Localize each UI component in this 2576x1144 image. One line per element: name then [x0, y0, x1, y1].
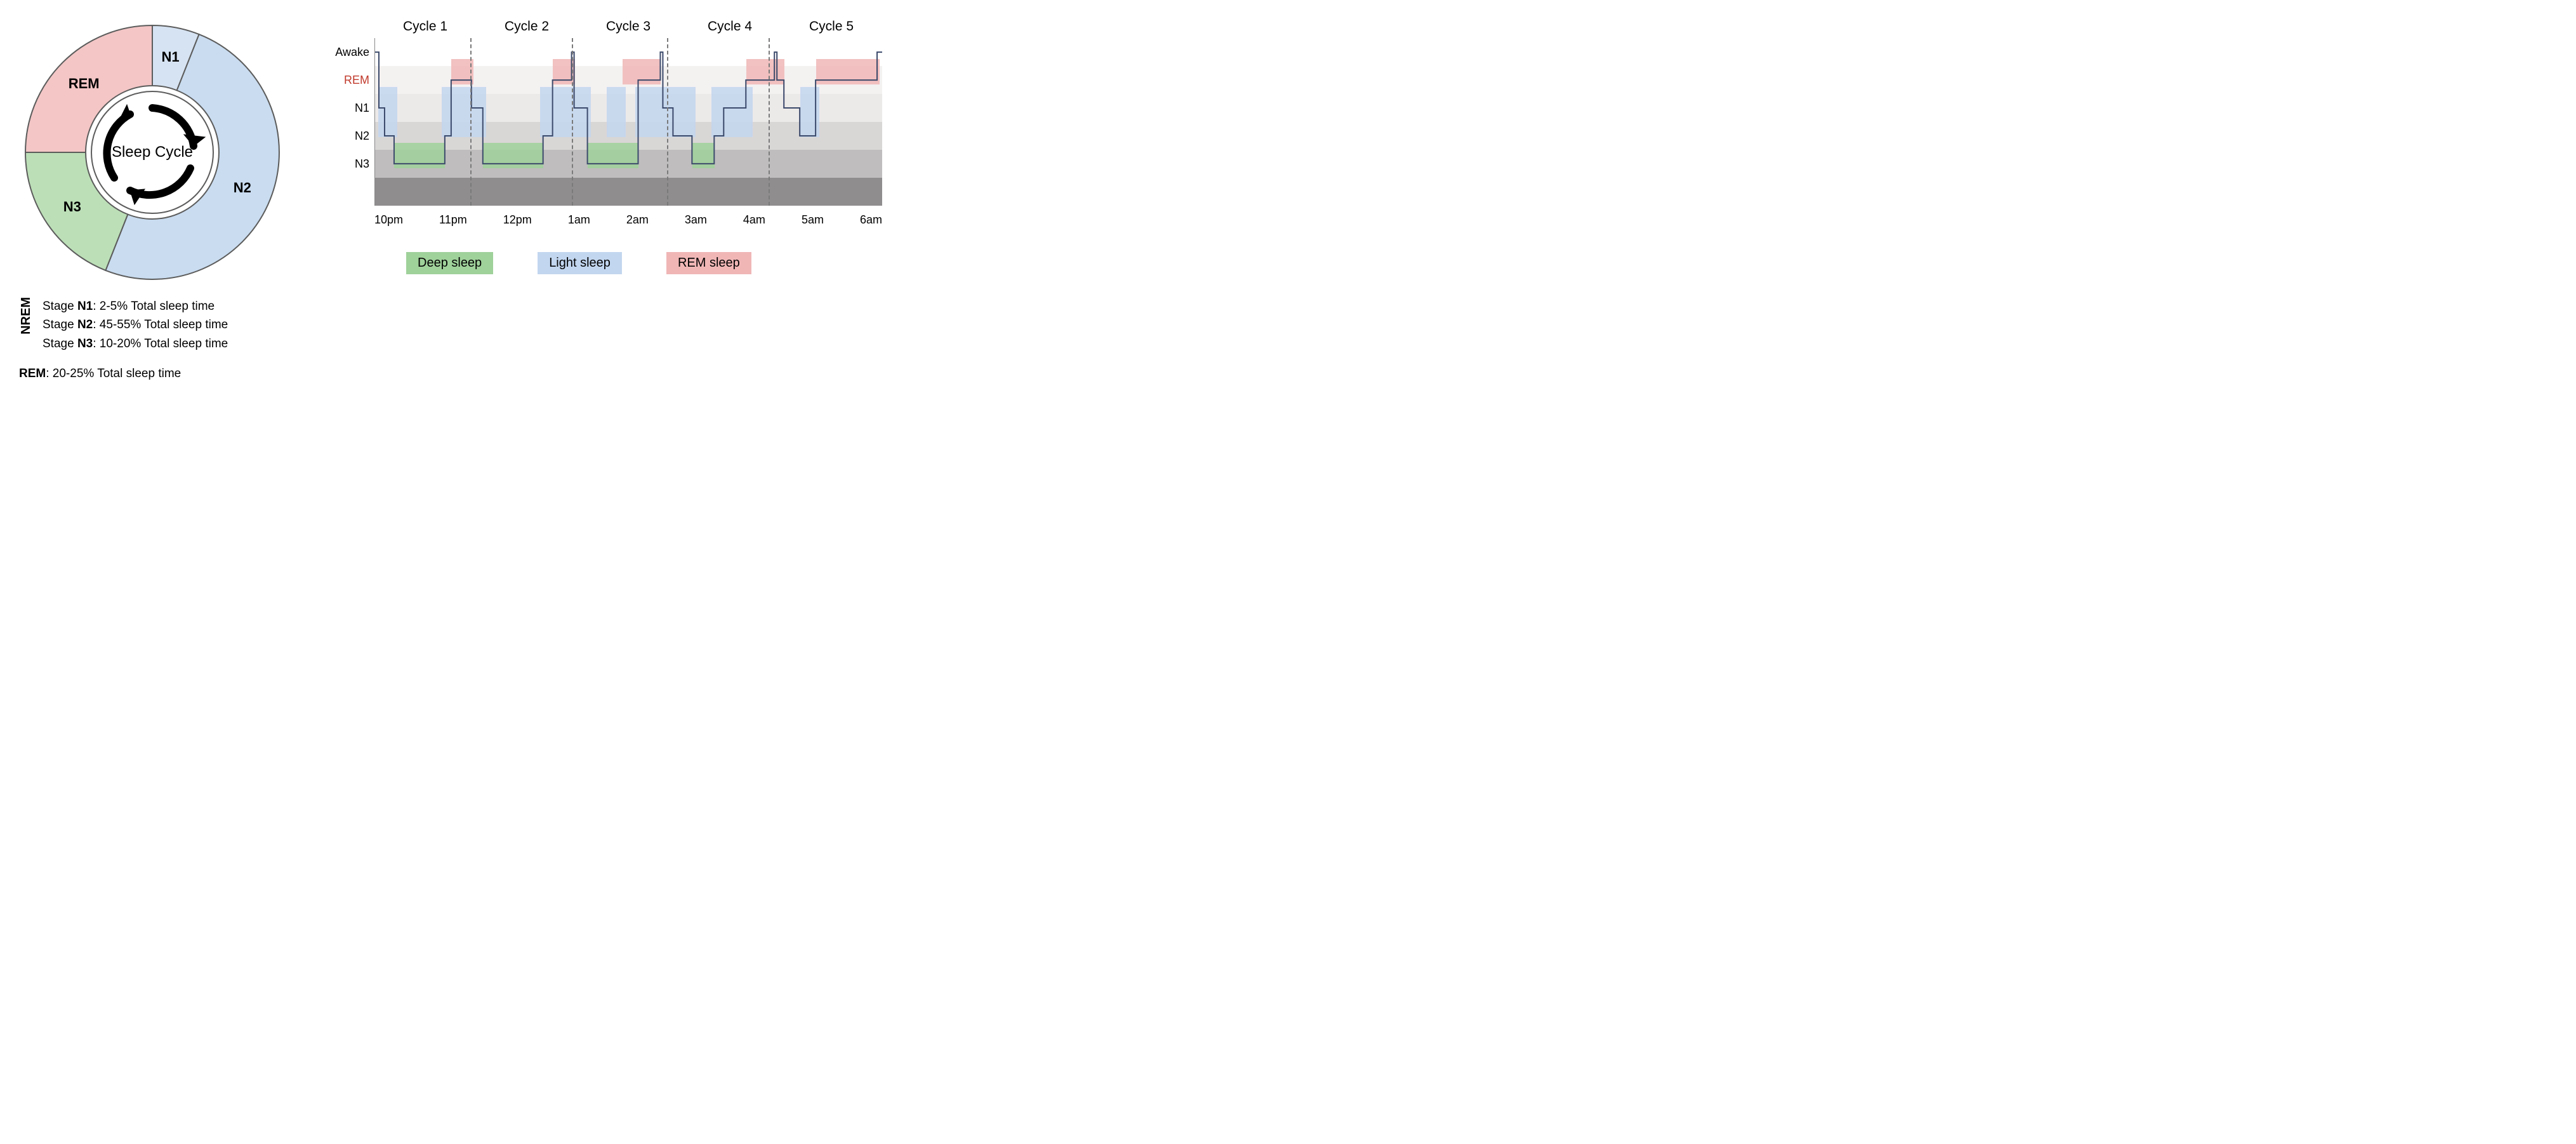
x-tick: 3am [685, 213, 707, 227]
legend-item: Deep sleep [406, 252, 493, 274]
hypnogram-line [375, 52, 882, 164]
hypnogram-legend: Deep sleep Light sleep REM sleep [406, 252, 901, 274]
legend-swatch: Light sleep [538, 252, 622, 274]
stage-line: Stage N2: 45-55% Total sleep time [43, 316, 228, 334]
donut-label-rem: REM [69, 76, 100, 92]
cycle-divider [667, 38, 668, 206]
x-tick: 2am [626, 213, 649, 227]
x-tick: 4am [743, 213, 765, 227]
legend-swatch: Deep sleep [406, 252, 493, 274]
x-tick: 6am [860, 213, 882, 227]
cycle-title: Cycle 1 [374, 19, 476, 34]
sleep-cycle-panel: Sleep Cycle N1 N2 N3 REM NREM Stage N1: 2-5… [19, 19, 292, 381]
x-tick: 10pm [374, 213, 403, 227]
donut-center-label: Sleep Cycle [112, 143, 193, 161]
cycle-divider [769, 38, 770, 206]
legend-item: REM sleep [666, 252, 751, 274]
hypnogram-trace [375, 38, 882, 206]
stage-lines: Stage N1: 2-5% Total sleep timeStage N2:… [43, 297, 228, 353]
hypnogram-x-labels: 10pm 11pm 12pm 1am 2am 3am 4am 5am 6am [374, 213, 882, 227]
donut-label-n1: N1 [162, 49, 180, 65]
rem-stage-line: REM: 20-25% Total sleep time [19, 367, 292, 381]
stage-text-block: NREM Stage N1: 2-5% Total sleep timeStag… [19, 297, 292, 353]
y-label: Awake [330, 38, 369, 66]
sleep-cycle-donut: Sleep Cycle N1 N2 N3 REM [19, 19, 286, 286]
hypnogram-plot [374, 38, 882, 206]
stage-line: Stage N3: 10-20% Total sleep time [43, 335, 228, 353]
x-tick: 1am [568, 213, 590, 227]
y-label [330, 178, 369, 206]
cycle-title: Cycle 3 [578, 19, 679, 34]
stage-line: Stage N1: 2-5% Total sleep time [43, 297, 228, 316]
cycle-titles: Cycle 1Cycle 2Cycle 3Cycle 4Cycle 5 [374, 19, 882, 34]
y-label: N1 [330, 94, 369, 122]
legend-swatch: REM sleep [666, 252, 751, 274]
donut-label-n2: N2 [234, 180, 251, 196]
x-tick: 11pm [439, 213, 467, 227]
cycle-title: Cycle 5 [781, 19, 882, 34]
hypnogram-panel: Cycle 1Cycle 2Cycle 3Cycle 4Cycle 5 Awak… [330, 19, 2557, 274]
donut-label-n3: N3 [63, 199, 81, 215]
cycle-divider [470, 38, 472, 206]
x-tick: 12pm [503, 213, 532, 227]
cycle-title: Cycle 2 [476, 19, 578, 34]
nrem-tag: NREM [19, 297, 34, 335]
y-label: N3 [330, 150, 369, 178]
y-label: REM [330, 66, 369, 94]
legend-item: Light sleep [538, 252, 622, 274]
cycle-divider [572, 38, 573, 206]
y-label: N2 [330, 122, 369, 150]
x-tick: 5am [802, 213, 824, 227]
hypnogram-y-labels: AwakeREMN1N2N3 [330, 38, 374, 206]
cycle-title: Cycle 4 [679, 19, 781, 34]
